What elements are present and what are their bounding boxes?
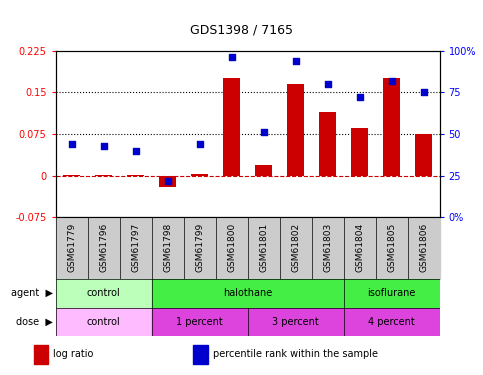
Point [132,148,140,154]
Text: dose  ▶: dose ▶ [16,316,53,327]
Text: control: control [86,288,120,298]
Bar [351,129,369,176]
Text: 4 percent: 4 percent [368,316,415,327]
Bar [63,175,80,176]
Bar [87,217,120,279]
Text: GSM61796: GSM61796 [99,222,108,272]
Bar [343,308,440,336]
Text: halothane: halothane [223,288,272,298]
Text: GSM61797: GSM61797 [131,222,140,272]
Text: GSM61779: GSM61779 [67,222,76,272]
Text: agent  ▶: agent ▶ [11,288,53,298]
Bar [127,175,144,176]
Point [68,141,75,147]
Text: GSM61802: GSM61802 [291,222,300,272]
Text: log ratio: log ratio [53,350,94,359]
Bar [152,279,343,308]
Bar [343,279,440,308]
Bar [152,217,184,279]
Bar [193,345,208,364]
Text: GSM61806: GSM61806 [419,222,428,272]
Bar [56,217,87,279]
Bar [159,176,176,187]
Point [324,81,331,87]
Bar [191,174,208,176]
Bar [34,345,48,364]
Text: GSM61804: GSM61804 [355,222,364,272]
Point [99,143,107,149]
Bar [255,165,272,176]
Bar [280,217,312,279]
Bar [287,84,304,176]
Text: control: control [86,316,120,327]
Text: 3 percent: 3 percent [272,316,319,327]
Point [292,58,299,64]
Bar [415,134,432,176]
Text: 1 percent: 1 percent [176,316,223,327]
Bar [215,217,248,279]
Text: GSM61805: GSM61805 [387,222,396,272]
Text: isoflurane: isoflurane [368,288,416,298]
Text: GSM61799: GSM61799 [195,222,204,272]
Bar [343,217,376,279]
Bar [184,217,215,279]
Point [388,78,396,84]
Text: GSM61801: GSM61801 [259,222,268,272]
Text: GSM61800: GSM61800 [227,222,236,272]
Point [420,89,427,95]
Point [260,129,268,135]
Point [227,54,235,60]
Text: GSM61798: GSM61798 [163,222,172,272]
Bar [383,78,400,176]
Bar [223,78,241,176]
Bar [376,217,408,279]
Bar [56,279,152,308]
Point [196,141,203,147]
Bar [56,308,152,336]
Point [355,94,363,100]
Bar [120,217,152,279]
Bar [152,308,248,336]
Text: GDS1398 / 7165: GDS1398 / 7165 [190,24,293,36]
Bar [95,175,113,176]
Text: GSM61803: GSM61803 [323,222,332,272]
Bar [408,217,440,279]
Bar [319,112,336,176]
Bar [312,217,343,279]
Point [164,178,171,184]
Bar [248,217,280,279]
Text: percentile rank within the sample: percentile rank within the sample [213,350,378,359]
Bar [248,308,343,336]
